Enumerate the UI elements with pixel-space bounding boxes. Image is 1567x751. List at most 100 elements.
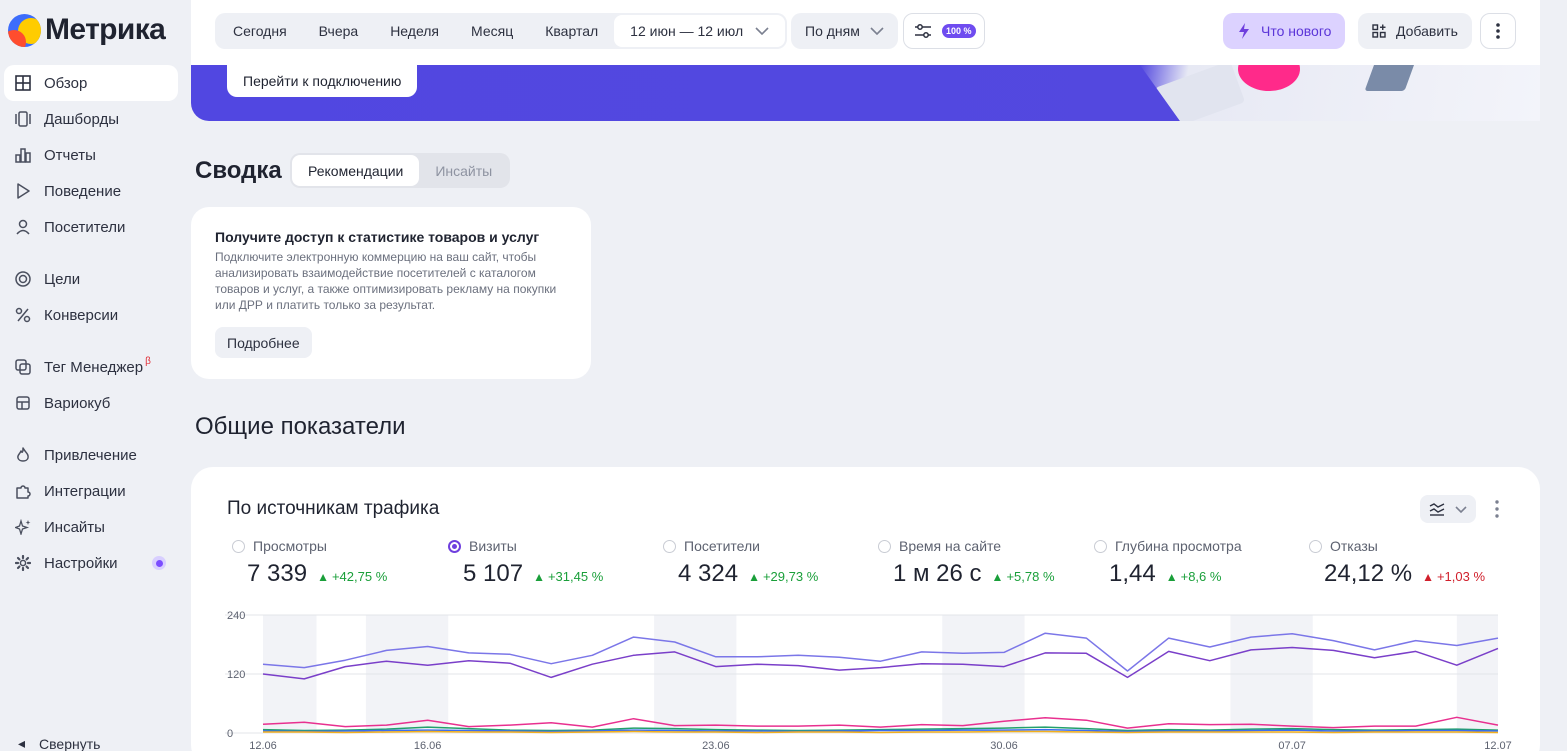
whats-new-button[interactable]: Что нового: [1223, 13, 1346, 49]
tag-manager-icon: [14, 358, 32, 376]
tab-insights[interactable]: Инсайты: [435, 162, 493, 179]
tab-recommendations[interactable]: Рекомендации: [292, 155, 420, 186]
topbar: Сегодня Вчера Неделя Месяц Квартал 12 ию…: [191, 0, 1540, 65]
triangle-up-icon: ▲: [533, 570, 545, 584]
banner-illustration: [1140, 65, 1540, 121]
grouping-select[interactable]: По дням: [791, 13, 898, 49]
sidebar-item-reports[interactable]: Отчеты: [4, 137, 178, 173]
sidebar-item-label: Настройки: [44, 554, 118, 572]
logo-text: Метрика: [45, 13, 166, 46]
metric-delta: ▲ +1,03 %: [1422, 569, 1486, 584]
x-tick-label: 07.07: [1278, 740, 1306, 751]
metric-value: 1,44: [1109, 560, 1156, 587]
sidebar-item-tag-manager[interactable]: Тег Менеджер β: [4, 349, 178, 385]
summary-title: Сводка: [195, 157, 282, 184]
metric-radio[interactable]: [1309, 539, 1322, 553]
chart-type-selector[interactable]: [1420, 495, 1476, 523]
add-button[interactable]: Добавить: [1358, 13, 1472, 49]
add-widget-icon: [1372, 24, 1386, 38]
metric-radio[interactable]: [232, 539, 245, 553]
more-menu-button[interactable]: [1480, 13, 1516, 49]
metric-value: 7 339: [247, 560, 308, 587]
triangle-up-icon: ▲: [317, 570, 329, 584]
period-yesterday-button[interactable]: Вчера: [318, 23, 359, 39]
sidebar-item-visitors[interactable]: Посетители: [4, 209, 178, 245]
sidebar-item-label: Привлечение: [44, 446, 137, 464]
triangle-up-icon: ▲: [1422, 570, 1434, 584]
series-line-4: [262, 728, 1499, 733]
x-tick-label: 30.06: [990, 740, 1018, 751]
metric-visitors[interactable]: Посетители 4 324 ▲ +29,73 %: [663, 538, 818, 588]
chevron-down-icon: [870, 27, 884, 35]
learn-more-button[interactable]: Подробнее: [215, 327, 312, 358]
dashboards-icon: [14, 110, 32, 128]
y-tick-label: 120: [227, 669, 245, 681]
metrika-logo[interactable]: Метрика: [8, 13, 166, 47]
go-to-connection-button[interactable]: Перейти к подключению: [227, 65, 418, 97]
period-selector: Сегодня Вчера Неделя Месяц Квартал 12 ию…: [215, 13, 788, 49]
period-week-button[interactable]: Неделя: [390, 23, 440, 39]
y-tick-label: 240: [227, 610, 245, 622]
card-title: По источникам трафика: [227, 498, 440, 519]
metric-value: 5 107: [463, 560, 524, 587]
recommendation-text: Подключите электронную коммерцию на ваш …: [215, 250, 557, 312]
sidebar-item-integrations[interactable]: Интеграции: [4, 473, 178, 509]
variocube-icon: [14, 394, 32, 412]
metric-radio[interactable]: [878, 539, 891, 553]
metric-delta: ▲ +8,6 %: [1165, 569, 1222, 584]
metric-delta: ▲ +31,45 %: [533, 569, 604, 584]
sidebar-nav: Обзор Дашборды Отчеты Поведение Посетите…: [4, 65, 178, 581]
beta-badge: β: [145, 355, 151, 367]
x-tick-label: 12.07: [1484, 740, 1512, 751]
sidebar-item-dashboards[interactable]: Дашборды: [4, 101, 178, 137]
sidebar-item-acquisition[interactable]: Привлечение: [4, 437, 178, 473]
sidebar-item-label: Дашборды: [44, 110, 119, 128]
vertical-dots-icon: [1496, 23, 1500, 39]
metric-delta: ▲ +5,78 %: [991, 569, 1055, 584]
sidebar-item-label: Интеграции: [44, 482, 126, 500]
sidebar-item-variocube[interactable]: Вариокуб: [4, 385, 178, 421]
metric-pageviews[interactable]: Просмотры 7 339 ▲ +42,75 %: [232, 538, 387, 588]
general-metrics-title: Общие показатели: [195, 413, 406, 440]
metric-label: Отказы: [1330, 538, 1378, 554]
ecommerce-banner: Перейти к подключению: [191, 65, 1540, 121]
sidebar-item-label: Отчеты: [44, 146, 96, 164]
metric-bounce-rate[interactable]: Отказы 24,12 % ▲ +1,03 %: [1309, 538, 1486, 588]
sidebar-item-behavior[interactable]: Поведение: [4, 173, 178, 209]
chevron-left-icon: ◂: [18, 735, 26, 751]
sidebar-item-insights[interactable]: Инсайты: [4, 509, 178, 545]
sidebar-item-goals[interactable]: Цели: [4, 261, 178, 297]
gear-icon: [14, 554, 32, 572]
sidebar-item-settings[interactable]: Настройки: [4, 545, 178, 581]
filters-button[interactable]: 100 %: [903, 13, 985, 49]
x-tick-label: 16.06: [414, 740, 442, 751]
metric-value: 4 324: [678, 560, 739, 587]
chevron-down-icon: [755, 27, 769, 35]
metric-time-on-site[interactable]: Время на сайте 1 м 26 с ▲ +5,78 %: [878, 538, 1055, 588]
metric-page-depth[interactable]: Глубина просмотра 1,44 ▲ +8,6 %: [1094, 538, 1242, 588]
sidebar-item-overview[interactable]: Обзор: [4, 65, 178, 101]
period-today-button[interactable]: Сегодня: [233, 23, 287, 39]
user-icon: [14, 218, 32, 236]
metric-radio[interactable]: [663, 539, 676, 553]
metric-visits[interactable]: Визиты 5 107 ▲ +31,45 %: [448, 538, 604, 588]
traffic-line-chart[interactable]: 0 120 240 12.06 16.06 23.06 30.06 07.07 12.07: [213, 602, 1513, 751]
summary-tabs: Рекомендации Инсайты: [290, 153, 511, 188]
sidebar-item-label: Обзор: [44, 74, 88, 92]
traffic-sources-card: По источникам трафика Просмотры 7 339 ▲ +4…: [191, 467, 1540, 751]
sidebar-item-conversions[interactable]: Конверсии: [4, 297, 178, 333]
card-more-icon[interactable]: [1494, 499, 1500, 519]
play-icon: [14, 182, 32, 200]
period-month-button[interactable]: Месяц: [471, 23, 514, 39]
series-line-5: [263, 730, 1499, 734]
chevron-down-icon: [1455, 505, 1467, 513]
collapse-sidebar-button[interactable]: ◂ Свернуть: [18, 735, 101, 751]
date-range-picker[interactable]: 12 июн — 12 июл: [614, 15, 786, 47]
period-quarter-button[interactable]: Квартал: [545, 23, 599, 39]
metric-radio[interactable]: [1094, 539, 1107, 553]
metric-label: Посетители: [684, 538, 760, 554]
triangle-up-icon: ▲: [1165, 570, 1178, 584]
target-icon: [14, 270, 32, 288]
x-tick-label: 12.06: [249, 740, 277, 751]
metric-radio[interactable]: [448, 539, 461, 553]
